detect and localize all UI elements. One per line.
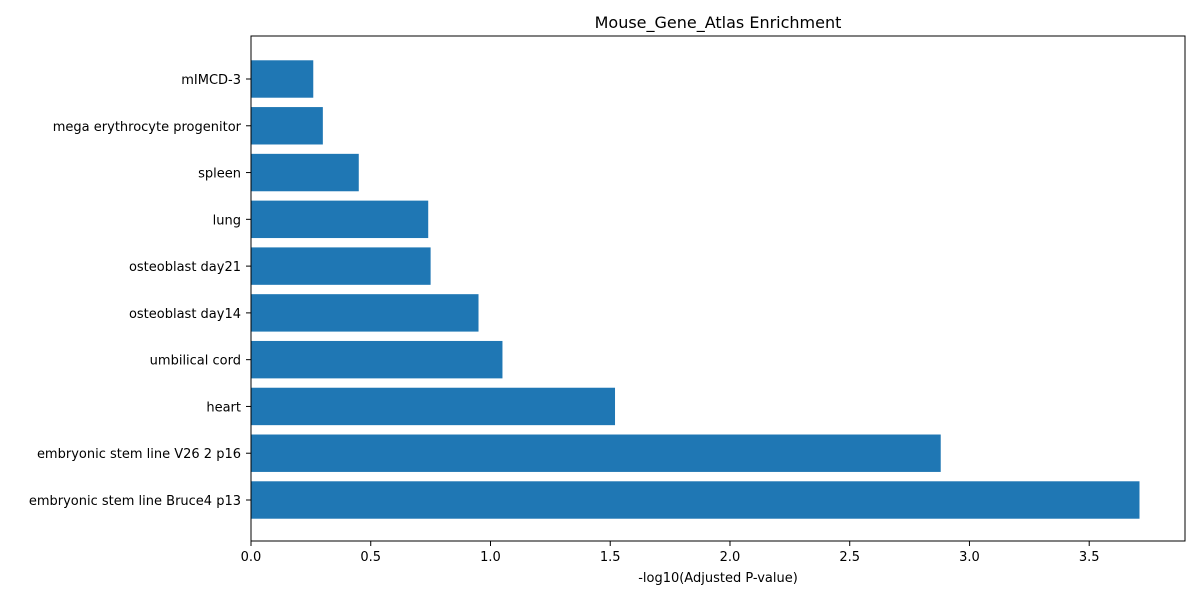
y-tick-label: embryonic stem line V26 2 p16	[37, 447, 241, 462]
y-tick-label: umbilical cord	[150, 354, 241, 369]
bar	[251, 294, 479, 332]
x-tick-label: 1.5	[600, 550, 621, 565]
bar	[251, 60, 314, 98]
bar	[251, 107, 323, 145]
x-tick-label: 2.0	[720, 550, 741, 565]
bar	[251, 434, 941, 472]
bar	[251, 247, 431, 285]
y-tick-label: osteoblast day14	[129, 307, 241, 322]
y-tick-label: mega erythrocyte progenitor	[53, 120, 242, 135]
y-tick-label: osteoblast day21	[129, 260, 241, 275]
y-tick-label: spleen	[198, 167, 241, 182]
y-tick-label: lung	[213, 213, 241, 228]
x-tick-label: 0.5	[360, 550, 381, 565]
x-axis-label: -log10(Adjusted P-value)	[638, 571, 798, 586]
x-tick-label: 3.5	[1079, 550, 1100, 565]
plot-frame	[250, 35, 1186, 542]
x-tick-label: 2.5	[839, 550, 860, 565]
x-axis-ticks: 0.0 0.5 1.0 1.5 2.0 2.5 3.0 3.5	[241, 541, 1100, 565]
bar	[251, 200, 429, 239]
y-axis-ticks: embryonic stem line Bruce4 p13 embryonic …	[29, 73, 251, 509]
chart-title: Mouse_Gene_Atlas Enrichment	[595, 13, 842, 33]
x-tick-label: 1.0	[480, 550, 501, 565]
bar	[251, 153, 359, 192]
bar	[251, 387, 616, 426]
x-tick-label: 3.0	[959, 550, 980, 565]
y-tick-label: embryonic stem line Bruce4 p13	[29, 494, 241, 509]
bar	[251, 340, 503, 379]
y-tick-label: heart	[206, 400, 241, 415]
x-tick-label: 0.0	[241, 550, 262, 565]
bar	[251, 481, 1140, 519]
bars-group	[251, 60, 1140, 519]
y-tick-label: mIMCD-3	[181, 73, 241, 88]
